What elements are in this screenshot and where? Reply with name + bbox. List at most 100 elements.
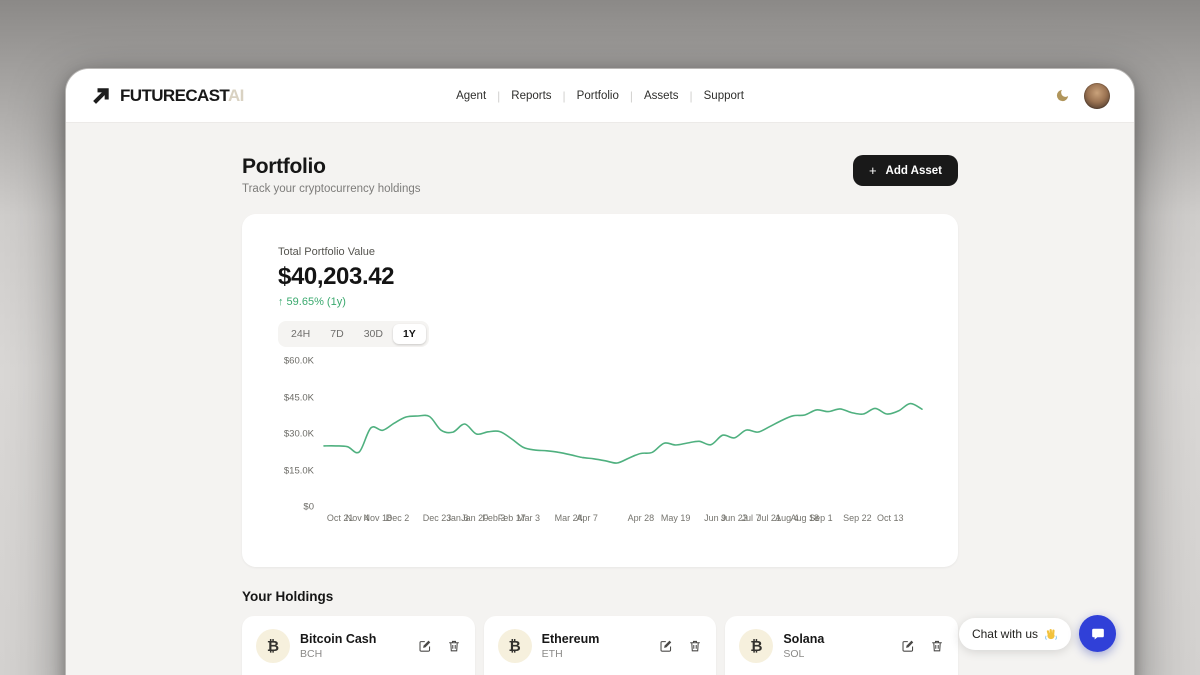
- trash-icon: [930, 639, 944, 653]
- coin-head: ₿ Bitcoin Cash BCH: [256, 629, 461, 663]
- delete-asset-button[interactable]: [688, 639, 702, 653]
- page-title: Portfolio: [242, 155, 326, 178]
- coin-head: ₿ Ethereum ETH: [497, 629, 703, 663]
- nav-separator: |: [562, 88, 566, 103]
- edit-icon: [901, 639, 915, 653]
- user-avatar[interactable]: [1084, 82, 1110, 109]
- y-tick-label: $30.0K: [283, 428, 314, 440]
- brand-name: FUTURECASTAI: [120, 85, 244, 105]
- range-button-1y[interactable]: 1Y: [392, 324, 426, 344]
- brand-arrow-icon: [90, 85, 112, 107]
- x-tick-label: Aug 18: [790, 513, 820, 523]
- x-tick-label: Jun 9: [704, 513, 727, 523]
- nav-item-assets[interactable]: Assets: [643, 89, 679, 102]
- holding-card-solana: ₿ Solana SOL: [725, 616, 959, 675]
- plus-icon: +: [868, 163, 877, 178]
- x-tick-label: Sep 22: [843, 513, 872, 523]
- chart-plot-area: [324, 361, 922, 507]
- range-button-7d[interactable]: 7D: [320, 324, 353, 344]
- delete-asset-button[interactable]: [447, 639, 461, 653]
- chart-y-axis: $60.0K $45.0K $30.0K $15.0K $0: [278, 356, 324, 513]
- x-tick-label: Jul 7: [741, 513, 761, 523]
- chat-with-us-button[interactable]: Chat with us: [958, 617, 1071, 650]
- total-value: $40,203.42: [278, 263, 395, 290]
- trash-icon: [447, 639, 461, 653]
- y-tick-label: $45.0K: [283, 392, 314, 403]
- portfolio-line-chart: $60.0K $45.0K $30.0K $15.0K $0: [278, 356, 922, 513]
- add-asset-button[interactable]: + Add Asset: [852, 155, 958, 186]
- chart-x-axis: Oct 21 Nov 4 Nov 18 Dec 2 Dec 23 Jan 6 Jan 20 F…: [324, 511, 922, 531]
- nav-item-portfolio[interactable]: Portfolio: [576, 89, 619, 102]
- main-content: Portfolio Track your cryptocurrency hold…: [242, 155, 959, 675]
- chart-line-svg: [324, 361, 922, 507]
- nav-item-support[interactable]: Support: [703, 89, 744, 102]
- header-actions: [1055, 82, 1110, 109]
- edit-asset-button[interactable]: [418, 639, 432, 653]
- x-tick-label: Jul 21: [756, 513, 781, 523]
- trash-icon: [688, 639, 702, 653]
- chat-widget: Chat with us: [958, 615, 1116, 652]
- time-range-selector: 24H 7D 30D 1Y: [278, 321, 429, 347]
- y-tick-label: $0: [303, 501, 314, 513]
- x-tick-label: Oct 21: [326, 513, 354, 523]
- dark-mode-toggle[interactable]: [1055, 88, 1070, 103]
- portfolio-value-card: Total Portfolio Value $40,203.42 ↑ 59.65…: [242, 214, 958, 567]
- holdings-section-title: Your Holdings: [242, 589, 334, 604]
- nav-separator: |: [689, 88, 693, 103]
- wave-icon: [1044, 627, 1058, 641]
- x-tick-label: Feb 3: [482, 513, 506, 523]
- x-tick-label: Mar 3: [517, 513, 541, 523]
- coin-icon: ₿: [256, 629, 290, 663]
- nav-separator: |: [497, 88, 501, 103]
- holdings-cards: ₿ Bitcoin Cash BCH: [242, 616, 959, 675]
- y-tick-label: $15.0K: [283, 465, 314, 476]
- add-asset-label: Add Asset: [885, 164, 942, 177]
- coin-icon: ₿: [497, 629, 532, 663]
- page-subtitle: Track your cryptocurrency holdings: [242, 183, 421, 195]
- x-tick-label: Mar 24: [554, 513, 583, 523]
- edit-asset-button[interactable]: [901, 639, 915, 653]
- x-tick-label: Oct 13: [877, 513, 904, 523]
- edit-asset-button[interactable]: [659, 639, 673, 653]
- x-tick-label: Jan 6: [446, 513, 469, 523]
- brand[interactable]: FUTURECASTAI: [90, 85, 244, 107]
- x-tick-label: Apr 7: [576, 513, 598, 523]
- app-window: FUTURECASTAI Agent | Reports | Portfolio…: [65, 68, 1135, 675]
- chat-fab-button[interactable]: [1079, 615, 1116, 652]
- x-tick-label: Aug 4: [775, 513, 799, 523]
- nav-item-reports[interactable]: Reports: [511, 89, 552, 102]
- coin-name: Bitcoin Cash: [300, 632, 377, 646]
- x-tick-label: Nov 4: [345, 513, 370, 523]
- main-nav: Agent | Reports | Portfolio | Assets | S…: [456, 89, 744, 103]
- nav-item-agent[interactable]: Agent: [456, 89, 487, 102]
- coin-symbol: ETH: [541, 648, 563, 660]
- edit-icon: [659, 639, 673, 653]
- coin-name: Solana: [783, 632, 825, 646]
- x-tick-label: May 19: [660, 513, 691, 523]
- edit-icon: [418, 639, 432, 653]
- coin-icon: ₿: [739, 629, 774, 663]
- range-button-30d[interactable]: 30D: [354, 324, 393, 344]
- change-indicator: ↑ 59.65% (1y): [278, 296, 346, 308]
- holding-card-bitcoin-cash: ₿ Bitcoin Cash BCH: [242, 616, 475, 675]
- coin-head: ₿ Solana SOL: [739, 629, 944, 663]
- chat-bubble-icon: [1090, 626, 1106, 642]
- x-tick-label: Sep 1: [809, 513, 833, 523]
- x-tick-label: Dec 2: [385, 513, 410, 523]
- x-tick-label: Jan 20: [461, 513, 489, 523]
- moon-icon: [1055, 88, 1070, 103]
- x-tick-label: Apr 28: [627, 513, 655, 523]
- y-tick-label: $60.0K: [283, 355, 314, 367]
- nav-separator: |: [629, 88, 633, 103]
- x-tick-label: Feb 17: [497, 513, 526, 523]
- x-tick-label: Dec 23: [422, 513, 452, 523]
- x-tick-label: Jun 23: [720, 513, 748, 523]
- brand-suffix: AI: [227, 85, 244, 105]
- delete-asset-button[interactable]: [930, 639, 944, 653]
- page-head: Portfolio Track your cryptocurrency hold…: [242, 155, 958, 195]
- total-value-label: Total Portfolio Value: [278, 246, 376, 258]
- app-header: FUTURECASTAI Agent | Reports | Portfolio…: [66, 69, 1134, 123]
- coin-symbol: SOL: [783, 648, 805, 660]
- range-button-24h[interactable]: 24H: [281, 324, 320, 344]
- coin-symbol: BCH: [300, 648, 323, 660]
